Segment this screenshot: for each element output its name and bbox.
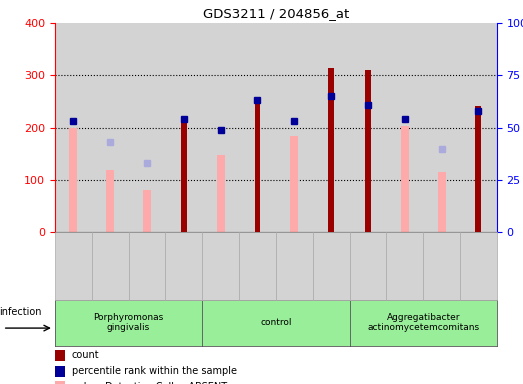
Text: infection: infection (0, 308, 42, 318)
Bar (217, 155, 225, 232)
Bar (365, 70, 371, 232)
Bar (349, 23, 386, 232)
Bar (255, 97, 260, 232)
Bar (55, 381, 65, 384)
Text: control: control (260, 318, 292, 327)
Bar (423, 23, 460, 232)
Text: Porphyromonas
gingivalis: Porphyromonas gingivalis (94, 313, 164, 332)
Bar (106, 170, 114, 232)
Bar (239, 23, 276, 232)
Bar (401, 126, 409, 232)
Text: Aggregatibacter
actinomycetemcomitans: Aggregatibacter actinomycetemcomitans (367, 313, 479, 332)
Bar (55, 23, 92, 232)
Bar (92, 23, 129, 232)
Bar (290, 136, 298, 232)
Bar (129, 23, 165, 232)
Bar (143, 190, 151, 232)
Bar (181, 122, 187, 232)
Bar (55, 366, 65, 377)
Bar (69, 127, 77, 232)
Bar (460, 23, 497, 232)
Bar (55, 350, 65, 361)
Title: GDS3211 / 204856_at: GDS3211 / 204856_at (203, 7, 349, 20)
Bar (202, 23, 239, 232)
Bar (438, 172, 446, 232)
Bar (475, 106, 481, 232)
Bar (313, 23, 349, 232)
Text: value, Detection Call = ABSENT: value, Detection Call = ABSENT (72, 382, 227, 384)
Text: count: count (72, 351, 99, 361)
Bar (276, 23, 313, 232)
Bar (328, 68, 334, 232)
Text: percentile rank within the sample: percentile rank within the sample (72, 366, 237, 376)
Bar (386, 23, 423, 232)
Bar (165, 23, 202, 232)
